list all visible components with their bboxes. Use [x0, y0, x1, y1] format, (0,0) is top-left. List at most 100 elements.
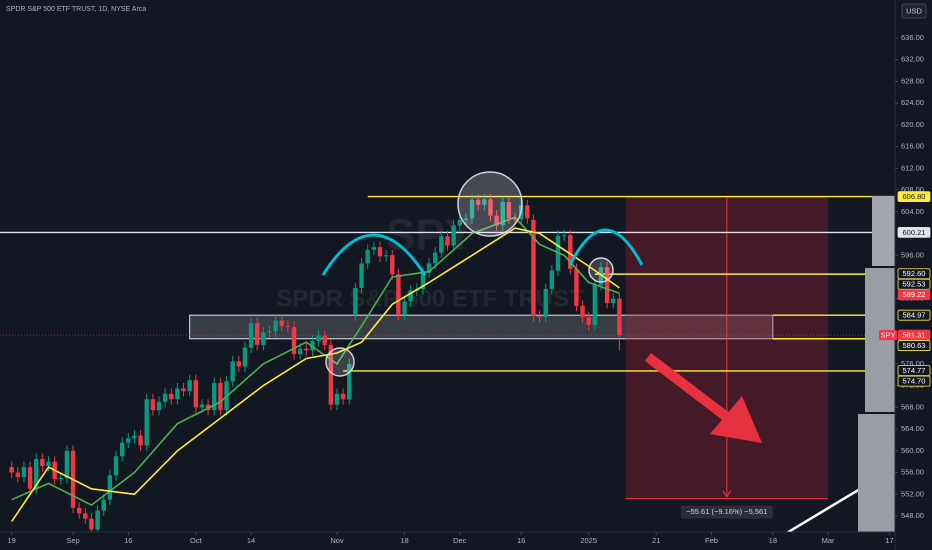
y-tick-label: 624.00 [901, 98, 924, 107]
y-tick-label: 612.00 [901, 163, 924, 172]
candle-body [598, 267, 604, 286]
price-tag [897, 329, 931, 341]
candle-body [469, 199, 475, 219]
price-tag [897, 191, 931, 203]
candle-body [248, 323, 254, 348]
y-tick-label: 616.00 [901, 142, 924, 151]
y-tick-label: 568.00 [901, 402, 924, 411]
candle-body [261, 332, 266, 345]
candle-body [236, 361, 241, 367]
candle-body [568, 235, 573, 269]
watermark-name: SPDR S&P 500 ETF TRUST [276, 285, 584, 312]
y-tick-label: 608.00 [901, 185, 924, 194]
candle-body [46, 461, 51, 467]
currency[interactable]: USD [906, 6, 922, 15]
x-tick-label: 17 [885, 536, 893, 545]
candle-body [475, 199, 481, 205]
candle-body [457, 219, 462, 226]
candle-body [586, 317, 591, 325]
candle-body [340, 393, 346, 400]
price-tag [897, 227, 931, 238]
candle-body [482, 199, 487, 205]
candle-body [500, 202, 505, 226]
candle-body [617, 298, 622, 336]
x-tick-label: Feb [705, 536, 718, 545]
moving-average [11, 227, 620, 522]
candle-body [175, 388, 180, 400]
drawing-layer [321, 171, 896, 550]
candle-body [506, 202, 512, 219]
price-tag-label: 574.70 [903, 377, 926, 386]
y-tick-label: 636.00 [901, 33, 924, 42]
candle-body [334, 393, 340, 405]
candle-body [267, 331, 272, 333]
candle-body [187, 380, 192, 392]
arrow-head [710, 396, 762, 443]
price-tag-label: 584.97 [903, 311, 926, 320]
candle-body [371, 247, 377, 250]
x-tick-label: 2025 [580, 536, 597, 545]
candle-body [162, 393, 168, 402]
candle-body [537, 316, 542, 318]
price-tag-label: 592.53 [903, 280, 926, 289]
candle-body [512, 218, 518, 220]
candle-body [316, 335, 321, 342]
candle-body [445, 236, 450, 246]
candle-body [408, 290, 413, 302]
candle-body [144, 399, 149, 446]
candle-body [255, 323, 260, 345]
candle-body [156, 401, 162, 411]
candle-body [15, 472, 21, 477]
candle-body [40, 458, 45, 467]
y-tick-label: 564.00 [901, 424, 924, 433]
candle-body [580, 305, 585, 318]
candle-body [150, 399, 156, 411]
candle-body [34, 458, 39, 489]
candle-body [322, 335, 327, 345]
price-tag [897, 340, 931, 351]
candle-body [138, 435, 143, 446]
symbol-tag-box [879, 330, 897, 341]
candle-body [426, 263, 432, 273]
y-tick-label: 628.00 [901, 76, 924, 85]
candle-body [218, 382, 223, 411]
moving-average [11, 216, 620, 507]
candle-body [212, 382, 217, 411]
x-tick-label: 14 [247, 536, 255, 545]
x-tick-label: Sep [66, 536, 79, 545]
candle-body [193, 380, 199, 408]
candle-body [113, 456, 119, 476]
circle-highlight [457, 171, 523, 237]
price-tag-label: 581.31 [903, 331, 926, 340]
candle-body [21, 467, 27, 477]
candle-body [95, 510, 100, 530]
candle-body [377, 247, 383, 257]
x-tick-label: 16 [517, 536, 525, 545]
candle-body [328, 344, 334, 405]
time-axis [0, 532, 932, 550]
price-tag-label: 592.60 [903, 269, 926, 278]
currency-box[interactable] [901, 3, 927, 19]
candle-body [549, 270, 555, 289]
x-tick-label: 18 [769, 536, 777, 545]
candle-body [420, 272, 426, 289]
x-tick-label: 18 [400, 536, 408, 545]
price-tag [897, 268, 931, 280]
price-tag [897, 278, 931, 290]
candle-body [199, 404, 205, 408]
candle-body [107, 475, 113, 500]
x-tick-label: Mar [822, 536, 835, 545]
candle-body [230, 361, 235, 382]
measure-label-box [680, 505, 773, 519]
candle-body [181, 388, 186, 392]
y-tick-label: 604.00 [901, 207, 924, 216]
candle-body [132, 435, 137, 439]
candle-body [291, 326, 297, 355]
candle-body [451, 225, 456, 246]
candle-body [242, 347, 248, 367]
arrow-shaft [644, 353, 732, 422]
y-tick-label: 596.00 [901, 250, 924, 259]
y-tick-label: 560.00 [901, 446, 924, 455]
